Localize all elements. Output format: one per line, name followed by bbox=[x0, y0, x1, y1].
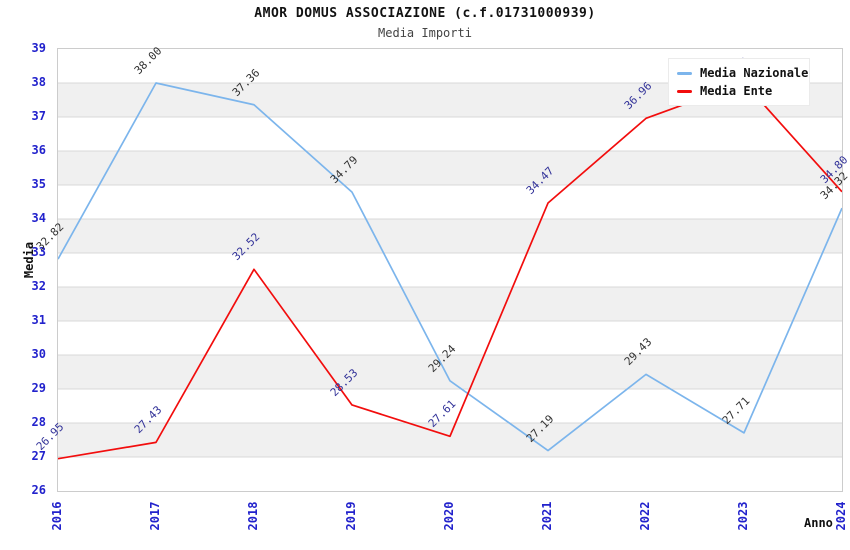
x-tick-label: 2018 bbox=[246, 501, 260, 531]
y-tick-label: 39 bbox=[31, 41, 46, 55]
x-tick-label: 2024 bbox=[834, 501, 848, 531]
y-tick-label: 37 bbox=[31, 109, 46, 123]
x-tick-label: 2020 bbox=[442, 501, 456, 531]
series-line-media-nazionale bbox=[58, 82, 842, 452]
y-tick-label: 32 bbox=[31, 279, 46, 293]
x-tick-label: 2017 bbox=[148, 501, 162, 531]
plot-band bbox=[58, 151, 842, 185]
y-tick-label: 38 bbox=[31, 75, 46, 89]
legend-label-media-ente: Media Ente bbox=[700, 84, 773, 98]
y-tick-label: 31 bbox=[31, 313, 46, 327]
x-tick-label: 2016 bbox=[50, 501, 64, 531]
legend-swatch-red-line-icon bbox=[677, 89, 692, 93]
legend: Media Nazionale Media Ente bbox=[668, 58, 810, 106]
plot-band bbox=[58, 219, 842, 253]
chart-title: AMOR DOMUS ASSOCIAZIONE (c.f.01731000939… bbox=[254, 6, 596, 21]
y-tick-label: 29 bbox=[31, 381, 46, 395]
legend-label-media-nazionale: Media Nazionale bbox=[700, 66, 809, 80]
y-tick-label: 35 bbox=[31, 177, 46, 191]
legend-item-media-nazionale[interactable]: Media Nazionale bbox=[677, 64, 809, 82]
y-tick-label: 28 bbox=[31, 415, 46, 429]
x-tick-label: 2019 bbox=[344, 501, 358, 531]
legend-item-media-ente[interactable]: Media Ente bbox=[677, 82, 809, 100]
plot-band bbox=[58, 423, 842, 457]
plot-band bbox=[58, 355, 842, 389]
y-tick-label: 30 bbox=[31, 347, 46, 361]
plot-area bbox=[57, 48, 843, 492]
chart-subtitle: Media Importi bbox=[378, 26, 472, 40]
y-tick-label: 34 bbox=[31, 211, 46, 225]
chart-canvas bbox=[58, 81, 842, 460]
x-axis-title: Anno bbox=[804, 516, 833, 530]
y-tick-label: 26 bbox=[31, 483, 46, 497]
y-tick-label: 27 bbox=[31, 449, 46, 463]
y-tick-label: 33 bbox=[31, 245, 46, 259]
x-tick-label: 2021 bbox=[540, 501, 554, 531]
legend-swatch-blue-line-icon bbox=[677, 71, 692, 75]
x-tick-label: 2022 bbox=[638, 501, 652, 531]
plot-band bbox=[58, 287, 842, 321]
y-tick-label: 36 bbox=[31, 143, 46, 157]
x-tick-label: 2023 bbox=[736, 501, 750, 531]
